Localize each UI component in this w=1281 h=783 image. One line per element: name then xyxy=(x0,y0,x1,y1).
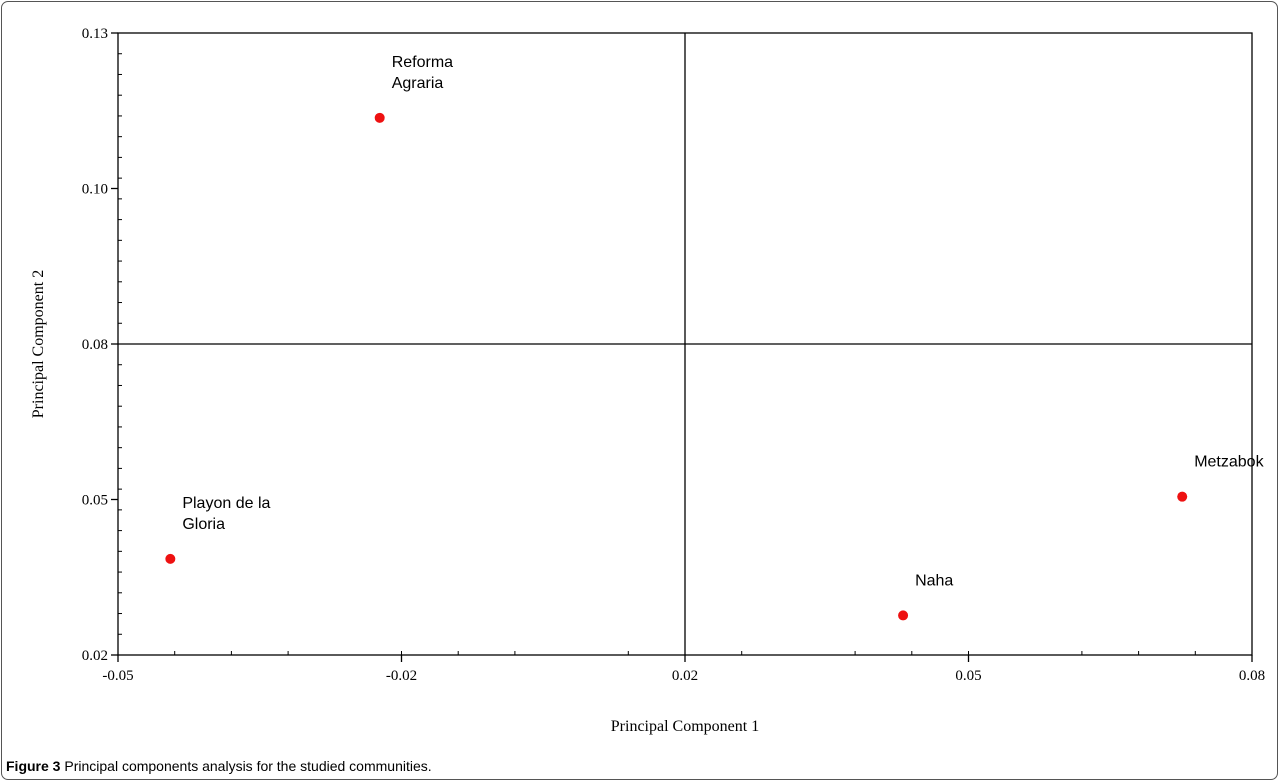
point-label-line: Reforma xyxy=(392,54,453,71)
pca-scatter-chart: -0.05 -0.02 0.02 0.05 0.08 0.020.050.080.100… xyxy=(30,26,1265,735)
x-tick-label: 0.02 xyxy=(672,668,698,684)
data-point xyxy=(165,553,176,564)
point-label-line: Naha xyxy=(915,572,953,589)
x-tick-label: -0.05 xyxy=(102,668,133,684)
y-tick-label: 0.08 xyxy=(82,337,108,353)
point-label: Metzabok xyxy=(1194,454,1264,471)
point-label-line: Agraria xyxy=(392,75,444,92)
point-label-line: Playon de la xyxy=(182,495,270,512)
y-tick-label: 0.10 xyxy=(82,182,108,198)
x-tick-label: 0.08 xyxy=(1239,668,1265,684)
x-axis: -0.05 -0.02 0.02 0.05 0.08 xyxy=(102,655,1265,684)
data-point xyxy=(1177,491,1188,502)
point-label: Reforma Agraria xyxy=(392,54,453,92)
y-tick-label: 0.02 xyxy=(82,648,108,664)
x-axis-title: Principal Component 1 xyxy=(611,718,759,735)
data-points: Reforma Agraria Playon de la Gloria Naha Metz… xyxy=(165,54,1265,621)
x-tick-label: 0.05 xyxy=(955,668,981,684)
figure-label: Figure 3 xyxy=(6,758,61,774)
data-point xyxy=(898,610,909,621)
point-label-line: Gloria xyxy=(182,516,225,533)
point-label: Naha xyxy=(915,572,953,589)
point-label: Playon de la Gloria xyxy=(182,495,270,533)
point-label-line: Metzabok xyxy=(1194,454,1264,471)
data-point xyxy=(374,112,385,123)
y-tick-label: 0.13 xyxy=(82,26,108,42)
x-tick-label: -0.02 xyxy=(386,668,417,684)
y-axis: 0.02 0.05 0.08 0.10 0.13 xyxy=(82,26,118,664)
y-axis-title: Principal Component 2 xyxy=(30,270,47,418)
y-tick-label: 0.05 xyxy=(82,493,108,509)
figure-caption-text: Principal components analysis for the st… xyxy=(60,758,432,774)
figure-caption: Figure 3 Principal components analysis f… xyxy=(6,758,432,774)
